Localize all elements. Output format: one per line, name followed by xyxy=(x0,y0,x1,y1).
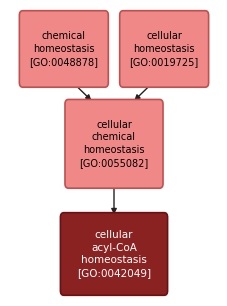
FancyBboxPatch shape xyxy=(19,11,108,87)
Text: cellular
chemical
homeostasis
[GO:0055082]: cellular chemical homeostasis [GO:005508… xyxy=(79,120,148,168)
FancyBboxPatch shape xyxy=(65,99,162,188)
FancyBboxPatch shape xyxy=(119,11,208,87)
FancyBboxPatch shape xyxy=(60,213,167,295)
Text: chemical
homeostasis
[GO:0048878]: chemical homeostasis [GO:0048878] xyxy=(29,31,98,67)
Text: cellular
acyl-CoA
homeostasis
[GO:0042049]: cellular acyl-CoA homeostasis [GO:004204… xyxy=(76,230,151,278)
Text: cellular
homeostasis
[GO:0019725]: cellular homeostasis [GO:0019725] xyxy=(129,31,198,67)
